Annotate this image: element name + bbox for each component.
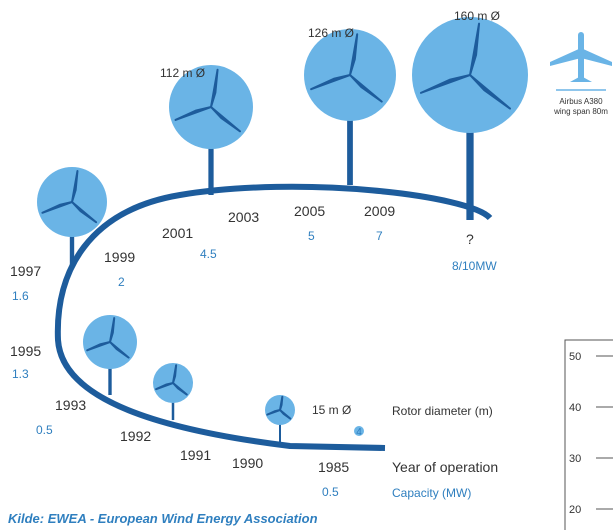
rotor-label: 112 m Ø — [160, 66, 205, 80]
capacity: 2 — [118, 275, 125, 289]
legend-rotor: Rotor diameter (m) — [392, 404, 493, 418]
year: 1991 — [180, 447, 211, 463]
capacity: 5 — [308, 229, 315, 243]
year: 1993 — [55, 397, 86, 413]
airplane-icon — [550, 32, 612, 90]
side-tick-label: 30 — [569, 453, 581, 465]
side-chart-frame — [565, 340, 613, 530]
capacity: 1.6 — [12, 289, 29, 303]
infographic: Airbus A380 wing span 80m 160 m Ø 126 m … — [0, 0, 613, 530]
side-axis: 50 40 30 20 — [569, 351, 613, 516]
capacity: 0.5 — [322, 485, 339, 499]
side-tick-label: 20 — [569, 504, 581, 516]
side-tick-label: 50 — [569, 351, 581, 363]
year: 2009 — [364, 203, 395, 219]
capacity: 4.5 — [200, 247, 217, 261]
legend-capacity: Capacity (MW) — [392, 486, 471, 500]
year: 1997 — [10, 263, 41, 279]
year: 2005 — [294, 203, 325, 219]
capacity: 7 — [376, 229, 383, 243]
year: 2001 — [162, 225, 193, 241]
legend-year: Year of operation — [392, 459, 498, 475]
side-tick-label: 40 — [569, 402, 581, 414]
rotor-label: 15 m Ø — [312, 403, 351, 417]
year: 1985 — [318, 459, 349, 475]
capacity: 1.3 — [12, 367, 29, 381]
capacity: 8/10MW — [452, 259, 497, 273]
rotor-label: 160 m Ø — [454, 9, 500, 23]
year: 1990 — [232, 455, 263, 471]
source: Kilde: EWEA - European Wind Energy Assoc… — [8, 511, 318, 526]
year: 2003 — [228, 209, 259, 225]
year: ? — [466, 231, 474, 247]
turbines — [37, 17, 528, 444]
marker-label: 4 — [356, 427, 362, 438]
year: 1999 — [104, 249, 135, 265]
airplane-note: wing span 80m — [553, 107, 608, 116]
rotor-label: 126 m Ø — [308, 26, 354, 40]
airplane-name: Airbus A380 — [559, 97, 603, 106]
year: 1995 — [10, 343, 41, 359]
capacity: 0.5 — [36, 423, 53, 437]
year: 1992 — [120, 428, 151, 444]
